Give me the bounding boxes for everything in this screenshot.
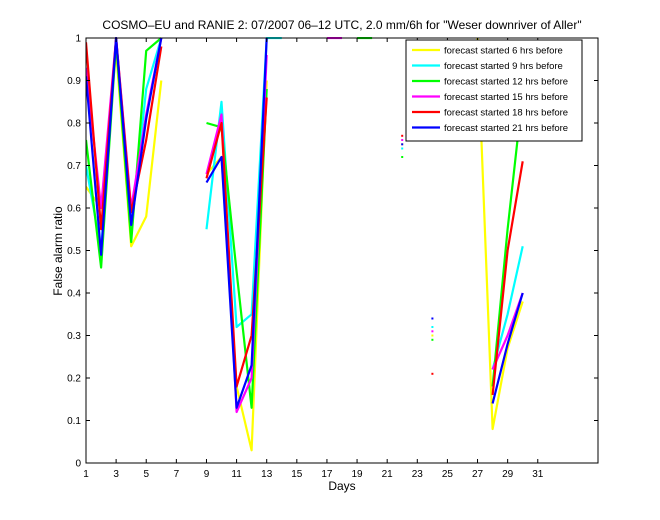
y-tick-label: 0.2	[67, 374, 81, 385]
y-tick-label: 0.5	[67, 246, 81, 257]
x-tick-label: 21	[382, 469, 394, 480]
x-tick-label: 19	[351, 469, 363, 480]
series-6-line-2	[205, 37, 268, 409]
y-tick-label: 1	[75, 34, 81, 45]
legend-label: forecast started 12 hrs before	[444, 77, 568, 88]
chart-title: COSMO–EU and RANIE 2: 07/2007 06–12 UTC,…	[102, 18, 581, 32]
series-2-point-1	[401, 147, 404, 150]
y-tick-label: 0.3	[67, 331, 81, 342]
series-1-line-3	[476, 37, 524, 431]
legend-label: forecast started 9 hrs before	[444, 61, 563, 72]
series-2-point-2	[431, 326, 434, 328]
x-tick-label: 31	[532, 469, 544, 480]
legend-label: forecast started 6 hrs before	[444, 46, 563, 57]
legend-label: forecast started 15 hrs before	[444, 92, 568, 103]
series-6-point-1	[401, 143, 404, 146]
x-tick-label: 23	[412, 469, 424, 480]
x-tick-label: 5	[143, 469, 149, 480]
x-tick-label: 7	[174, 469, 180, 480]
series-5-line-3	[491, 161, 524, 396]
x-tick-label: 27	[472, 469, 484, 480]
x-tick-label: 1	[83, 469, 89, 480]
series-5-point-1	[401, 134, 404, 137]
legend-box	[405, 39, 583, 142]
y-tick-label: 0	[75, 459, 81, 470]
y-tick-label: 0.6	[67, 204, 81, 215]
series-5-point-2	[431, 372, 434, 375]
series-3-point-2	[431, 338, 434, 341]
x-tick-label: 17	[321, 469, 333, 480]
series-6-line-1	[86, 37, 163, 256]
x-tick-label: 3	[113, 469, 119, 480]
x-tick-label: 15	[291, 469, 303, 480]
ticks-layer: 1 3 5 7 9 11 13 15 17 19 21 23 25 27 29 3100.10.20.30.4…	[67, 34, 598, 480]
x-tick-label: 9	[204, 469, 210, 480]
series-6-point-2	[431, 317, 434, 320]
series-4-point-1	[401, 139, 404, 141]
legend-label: forecast started 18 hrs before	[444, 108, 568, 119]
series-3-line-2	[206, 88, 268, 409]
x-tick-label: 11	[231, 469, 242, 480]
legend: forecast started 6 hrs before forecast st…	[405, 39, 583, 142]
y-tick-label: 0.8	[67, 119, 81, 130]
y-tick-label: 0.7	[67, 161, 81, 172]
y-tick-label: 0.9	[67, 76, 81, 87]
series-6-line-3	[491, 292, 524, 404]
x-tick-label: 29	[502, 469, 514, 480]
x-axis-label: Days	[328, 479, 355, 493]
y-tick-label: 0.4	[67, 289, 81, 300]
series-3-point-1	[401, 156, 404, 158]
x-tick-label: 25	[442, 469, 454, 480]
legend-label: forecast started 21 hrs before	[444, 123, 568, 134]
series-1-point-2	[431, 334, 434, 337]
series-4-point-2	[431, 330, 434, 333]
y-axis-label: False alarm ratio	[51, 206, 65, 296]
y-tick-label: 0.1	[67, 416, 81, 427]
x-tick-label: 13	[261, 469, 273, 480]
